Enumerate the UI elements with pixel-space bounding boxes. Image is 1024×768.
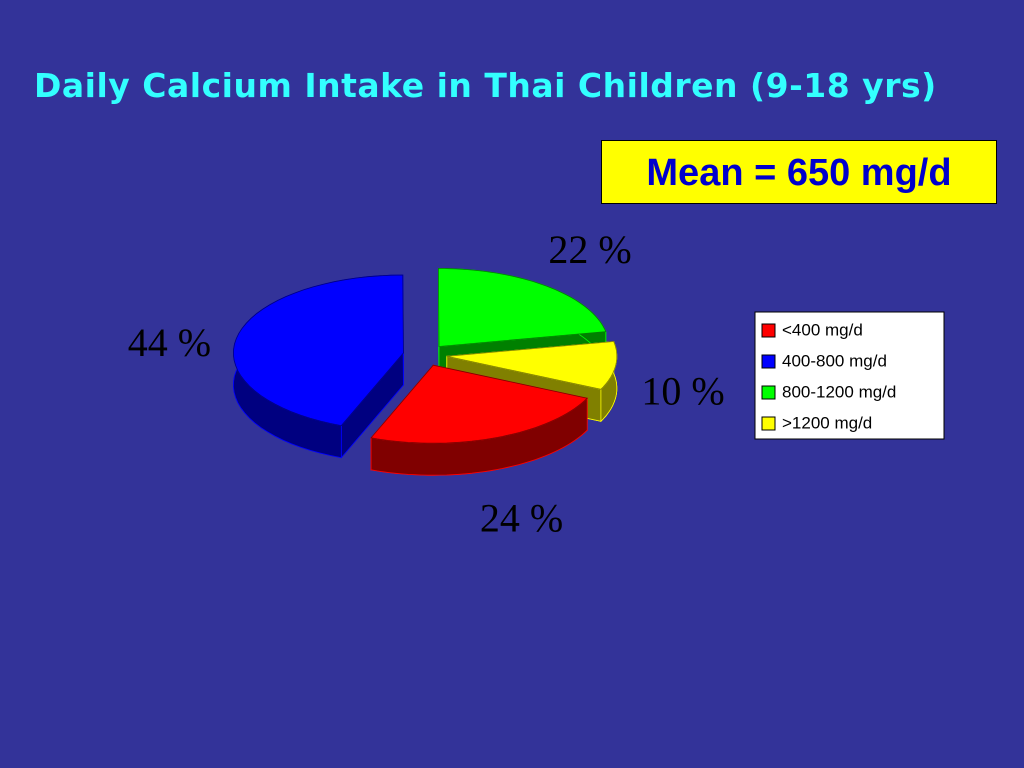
annotation: Mean = 650 mg/d <box>601 140 997 204</box>
legend-swatch <box>761 385 776 400</box>
legend-label: 800-1200 mg/d <box>782 382 896 401</box>
slice-top <box>370 364 589 444</box>
legend-swatch <box>761 416 776 431</box>
legend: <400 mg/d 400-800 mg/d 800-1200 mg/d >1200 … <box>754 311 945 440</box>
legend-label: <400 mg/d <box>782 320 863 339</box>
value-label: 44 % <box>128 320 211 365</box>
legend-swatch <box>761 323 776 338</box>
legend-label: 400-800 mg/d <box>782 351 887 370</box>
value-label: 22 % <box>548 227 631 272</box>
value-label: 10 % <box>641 368 724 413</box>
value-label: 24 % <box>480 496 563 541</box>
slice-top <box>232 274 404 427</box>
legend-swatch <box>761 354 776 369</box>
chart-title: Daily Calcium Intake in Thai Children (9… <box>34 66 937 105</box>
slice-top <box>437 268 607 347</box>
slice-top <box>446 341 618 390</box>
legend-box <box>754 311 945 440</box>
legend-label: >1200 mg/d <box>782 413 872 432</box>
